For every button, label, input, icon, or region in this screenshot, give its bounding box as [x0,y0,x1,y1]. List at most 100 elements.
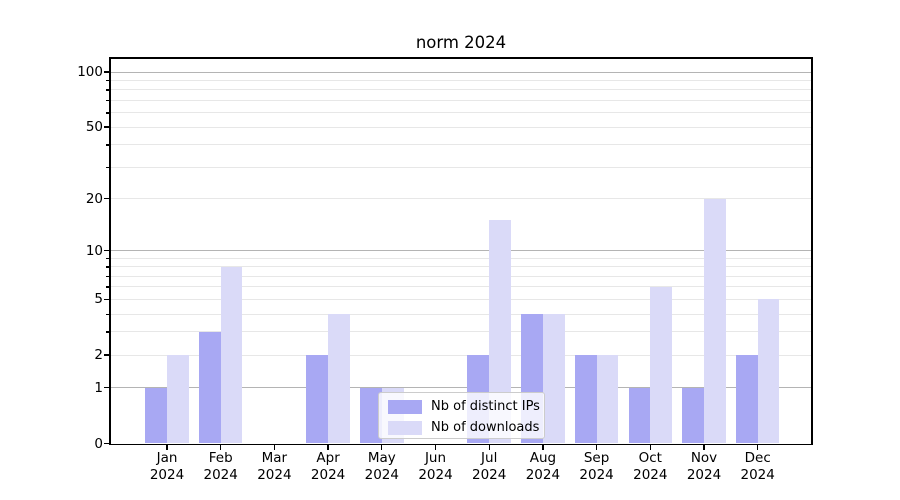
y-minor-tick-mark [106,331,110,333]
gridline [111,266,811,268]
gridline [111,257,811,259]
y-tick-label: 0 [94,435,103,452]
x-tick-label: Aug 2024 [525,450,561,483]
legend: Nb of distinct IPs Nb of downloads [378,392,545,439]
y-tick-label: 20 [85,190,103,207]
chart-title: norm 2024 [415,33,507,52]
y-tick-label: 5 [94,291,103,308]
gridline [111,198,811,200]
x-tick-mark [166,445,168,450]
gridline [111,80,811,82]
gridline [111,387,811,389]
x-tick-mark [703,445,705,450]
x-tick-label: Jun 2024 [418,450,453,483]
y-tick-mark [104,298,110,301]
gridline [111,71,811,73]
plot-area [109,57,813,446]
x-tick-label: Apr 2024 [310,450,346,483]
y-tick-label: 50 [85,119,103,136]
gridline [111,250,811,252]
legend-label: Nb of downloads [431,420,540,435]
bar-distinct-ips [306,355,329,444]
y-minor-tick-mark [106,144,110,146]
x-axis-spine [110,443,812,446]
x-tick-mark [488,445,490,450]
x-tick-label: Jan 2024 [149,450,185,483]
y-minor-tick-mark [106,100,110,102]
legend-item: Nb of distinct IPs [388,397,540,417]
legend-swatch [388,400,422,414]
x-tick-label: May 2024 [364,450,399,483]
y-tick-label: 100 [77,64,103,81]
y-minor-tick-mark [106,313,110,315]
x-tick-mark [542,445,544,450]
y-tick-mark [104,387,110,389]
gridline [111,298,811,300]
bar-distinct-ips [682,387,704,444]
gridline [111,112,811,114]
gridline [111,354,811,356]
y-tick-label: 10 [85,242,103,259]
y-axis-spine [109,57,111,446]
x-tick-mark [381,445,383,450]
x-tick-mark [649,445,651,450]
bar-distinct-ips [735,355,758,444]
gridline [111,331,811,333]
y-tick-mark [104,354,110,356]
gridline [111,126,811,128]
legend-label: Nb of distinct IPs [431,399,540,414]
y-minor-tick-mark [106,275,110,278]
y-tick-mark [104,442,110,445]
y-minor-tick-mark [106,257,110,260]
x-tick-mark [595,445,598,450]
bar-downloads [596,355,619,444]
x-tick-mark [220,445,222,450]
bar-downloads [328,314,350,444]
x-tick-label: Feb 2024 [203,450,238,483]
y-minor-tick-mark [106,166,110,169]
y-minor-tick-mark [106,286,110,288]
y-minor-tick-mark [106,112,110,114]
bar-downloads [542,314,565,444]
y-minor-tick-mark [106,266,110,268]
bar-downloads [489,220,511,444]
bar-downloads [704,198,726,444]
legend-swatch [388,421,422,435]
y-tick-label: 1 [94,379,103,396]
y-tick-mark [104,249,110,252]
x-tick-mark [757,445,759,450]
gridline [111,100,811,102]
gridline [111,166,811,168]
x-tick-mark [434,445,437,450]
x-tick-label: Sep 2024 [579,450,614,483]
x-tick-label: Mar 2024 [257,450,292,483]
bar-downloads [650,286,673,444]
bar-distinct-ips [360,387,382,444]
bar-distinct-ips [574,355,597,444]
plot-top-spine [110,57,812,59]
bar-downloads [167,355,189,444]
y-tick-label: 2 [94,347,103,364]
y-tick-mark [104,126,110,128]
y-minor-tick-mark [106,80,110,82]
gridline [111,144,811,146]
gridline [111,275,811,277]
x-tick-label: Oct 2024 [633,450,668,483]
bar-downloads [220,266,243,444]
bar-distinct-ips [145,387,167,444]
x-tick-label: Nov 2024 [686,450,722,483]
bar-downloads [757,299,780,444]
y-minor-tick-mark [106,89,110,91]
plot-right-spine [811,57,813,446]
gridline [111,313,811,315]
bar-distinct-ips [628,387,651,444]
gridline [111,89,811,91]
x-tick-label: Jul 2024 [472,450,507,483]
x-tick-mark [273,445,276,450]
y-tick-mark [104,71,110,73]
bar-distinct-ips [198,331,221,444]
legend-item: Nb of downloads [388,418,539,438]
x-tick-label: Dec 2024 [740,450,775,483]
x-tick-mark [327,445,329,450]
